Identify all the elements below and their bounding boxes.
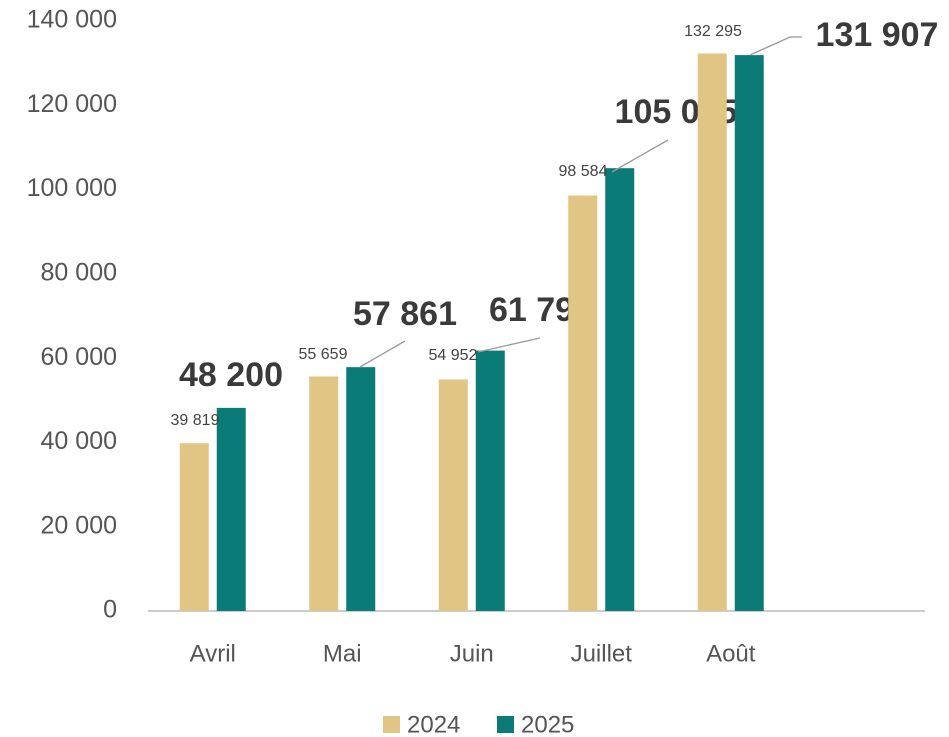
leader-line: [749, 36, 802, 56]
y-tick-label: 0: [103, 596, 117, 624]
y-tick-label: 60 000: [41, 343, 117, 371]
data-label: 57 861: [353, 295, 457, 333]
y-tick-label: 120 000: [27, 90, 117, 118]
bar: [605, 168, 635, 611]
legend-label: 2024: [407, 711, 460, 737]
x-tick-label: Mai: [323, 640, 362, 667]
bar: [697, 53, 727, 612]
y-tick-label: 40 000: [41, 427, 117, 455]
data-label: 132 295: [684, 23, 742, 40]
leader-line: [477, 337, 541, 353]
x-tick-label: Avril: [190, 640, 236, 667]
y-tick-label: 100 000: [27, 174, 117, 202]
bar: [568, 195, 598, 611]
y-tick-label: 20 000: [41, 511, 117, 539]
bar: [475, 350, 505, 611]
bar: [438, 379, 468, 611]
data-label: 131 907: [816, 16, 939, 54]
bar: [734, 55, 764, 612]
bar: [346, 367, 376, 611]
data-label: 98 584: [559, 163, 608, 180]
y-tick-label: 80 000: [41, 258, 117, 286]
bar: [179, 443, 209, 611]
data-label: 55 659: [299, 346, 348, 363]
legend-label: 2025: [521, 711, 574, 737]
leader-line: [359, 340, 406, 368]
data-label: 48 200: [179, 356, 283, 394]
bar: [309, 376, 339, 611]
legend-swatch: [383, 716, 400, 733]
data-label: 54 952: [429, 347, 478, 364]
data-label: 39 819: [171, 412, 220, 429]
legend-swatch: [497, 716, 514, 733]
y-tick-label: 140 000: [27, 6, 117, 34]
x-tick-label: Juillet: [571, 640, 633, 667]
x-tick-label: Juin: [450, 640, 494, 667]
bar: [216, 407, 246, 611]
leader-line: [611, 139, 669, 173]
x-tick-label: Août: [706, 640, 756, 667]
